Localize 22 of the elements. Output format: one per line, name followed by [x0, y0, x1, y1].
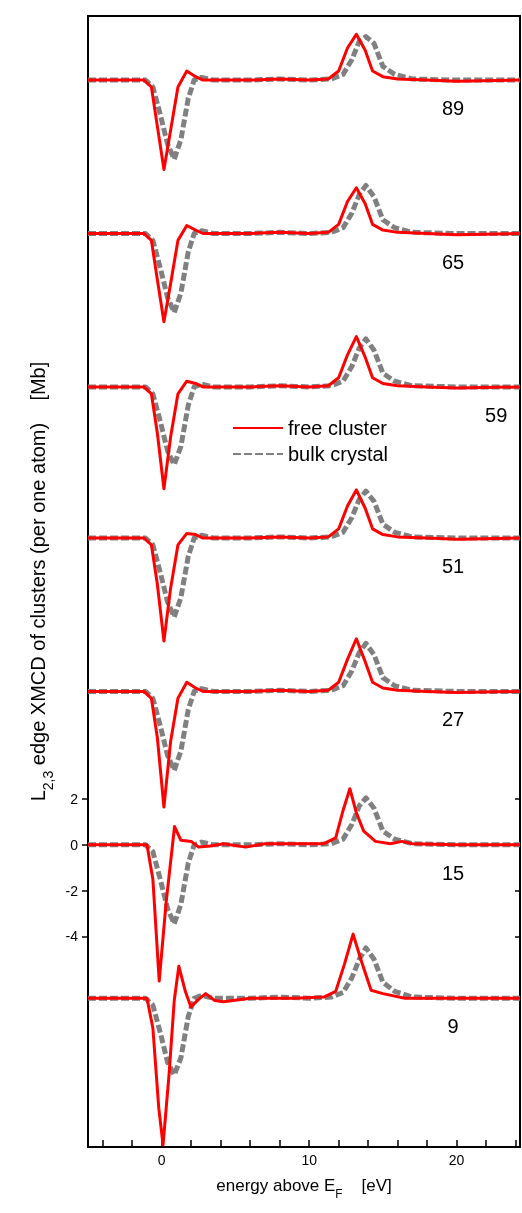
legend-label: bulk crystal [288, 443, 389, 465]
y-tick-label: 2 [70, 791, 79, 808]
line-series [86, 335, 522, 491]
annotation: 51 [441, 555, 465, 578]
annotation: 27 [441, 708, 465, 731]
annotation: 9 [447, 1015, 459, 1038]
line-series [86, 787, 522, 983]
annotation: 89 [441, 97, 465, 120]
annotation: 65 [441, 250, 465, 273]
legend-label: free cluster [288, 417, 388, 439]
y-tick-label: -2 [65, 882, 79, 899]
y-tick-label: -4 [65, 928, 79, 945]
x-tick-label: 10 [301, 1152, 318, 1169]
y-tick-label: 0 [70, 836, 79, 853]
annotation: 15 [441, 861, 465, 884]
line-series [86, 932, 522, 1147]
x-tick-label: 20 [448, 1152, 465, 1169]
line-series [86, 637, 522, 809]
line-series [86, 488, 522, 643]
annotation: 59 [485, 403, 508, 426]
y-axis-title: L2,3 edge XMCD of clusters (per one atom) [Mb] [26, 361, 56, 802]
x-tick-label: 0 [157, 1152, 166, 1169]
